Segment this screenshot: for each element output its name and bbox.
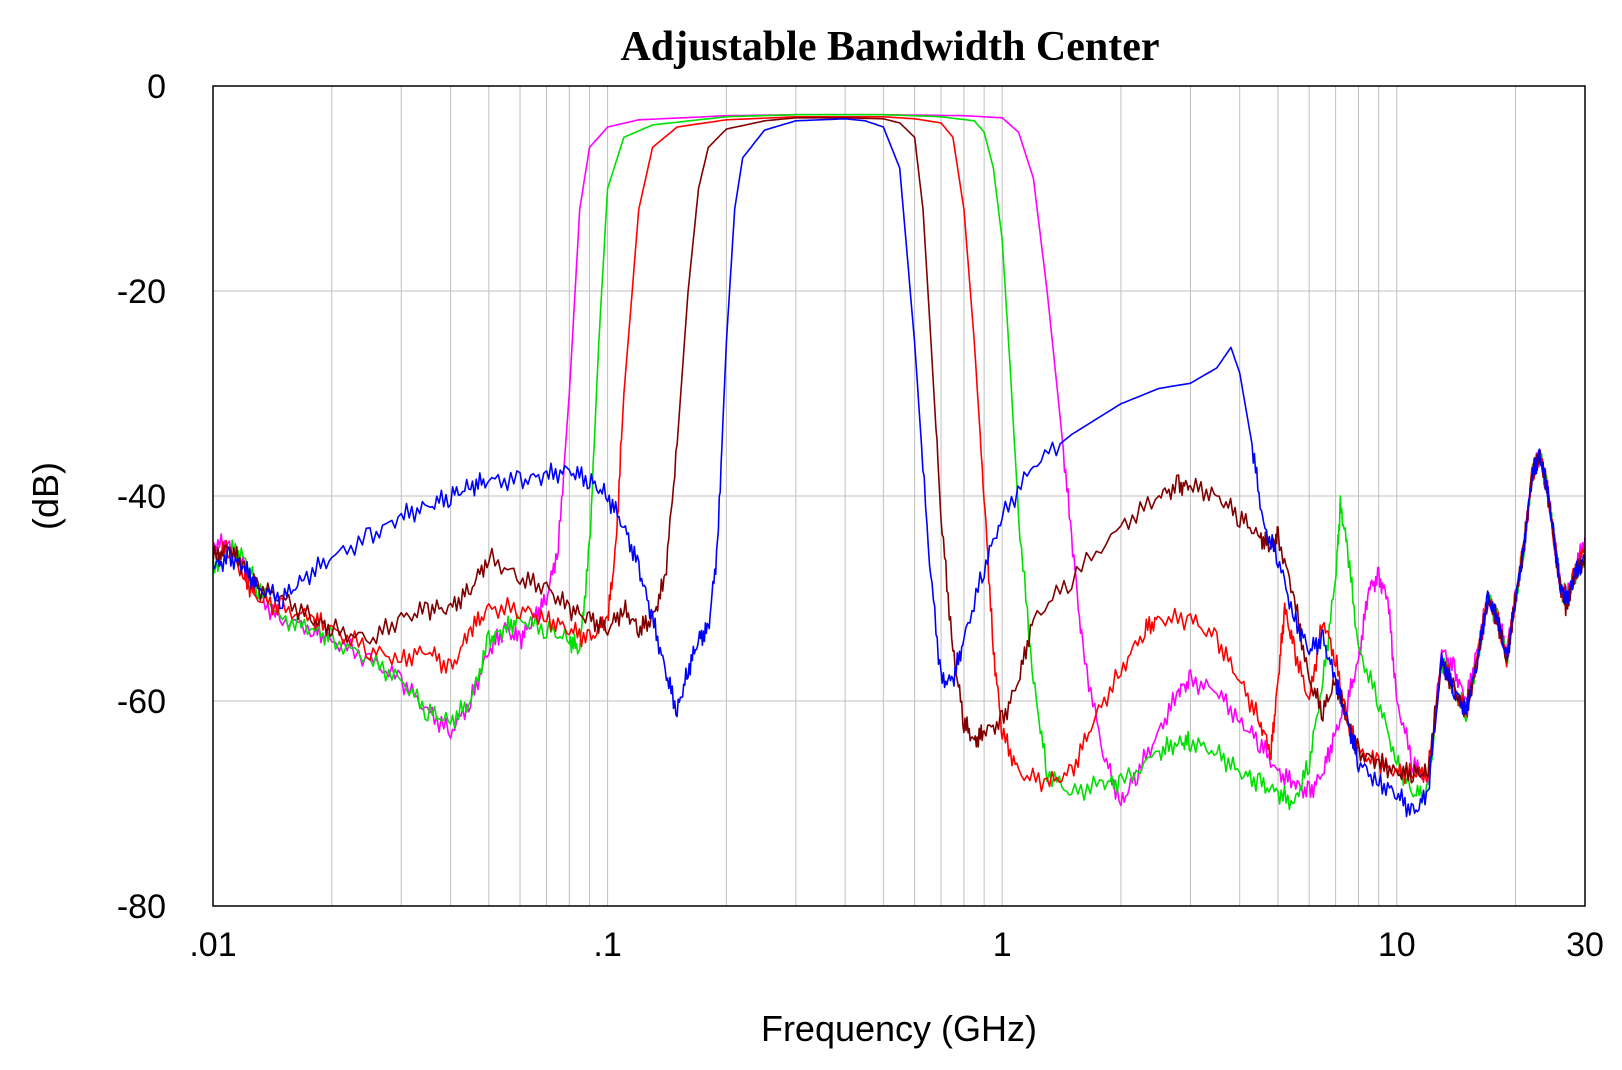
y-tick-label: -40 bbox=[117, 478, 166, 516]
series-line bbox=[212, 117, 1586, 784]
x-tick-label: 10 bbox=[1378, 926, 1416, 964]
series-line bbox=[212, 118, 1586, 818]
x-tick-labels: .01 .1 1 10 30 bbox=[189, 926, 1604, 964]
y-tick-label: -60 bbox=[117, 683, 166, 721]
x-tick-label: 1 bbox=[993, 926, 1012, 964]
series-line bbox=[212, 116, 1586, 793]
y-tick-label: -80 bbox=[117, 888, 166, 926]
y-tick-label: -20 bbox=[117, 273, 166, 311]
y-axis-label: (dB) bbox=[25, 462, 66, 530]
plot-frame bbox=[212, 85, 1586, 907]
x-tick-label: 30 bbox=[1566, 926, 1604, 964]
x-axis-label: Frequency (GHz) bbox=[761, 1008, 1037, 1049]
y-tick-labels: 0 -20 -40 -60 -80 bbox=[117, 68, 166, 926]
chart-title: Adjustable Bandwidth Center bbox=[620, 24, 1159, 70]
x-tick-label: .1 bbox=[593, 926, 621, 964]
y-tick-label: 0 bbox=[147, 68, 166, 106]
series-line bbox=[212, 113, 1586, 811]
series-lines bbox=[212, 113, 1586, 818]
x-tick-label: .01 bbox=[189, 926, 236, 964]
